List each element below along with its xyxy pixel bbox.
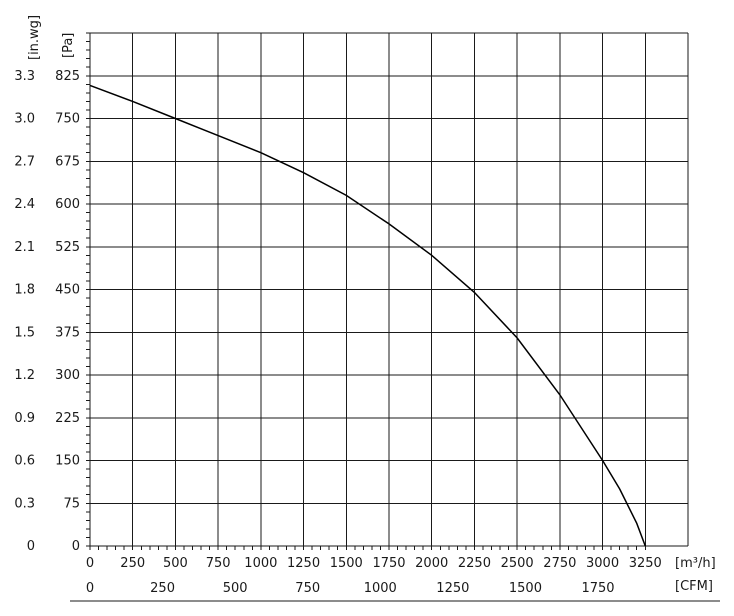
y-tick-label-inwg: 1.5 [14, 325, 35, 340]
x-tick-label-m3h: 750 [206, 556, 231, 571]
y-tick-label-inwg: 1.2 [14, 368, 35, 383]
x-tick-label-m3h: 1750 [372, 556, 405, 571]
x-tick-label-cfm: 500 [223, 581, 248, 596]
x-tick-label-m3h: 500 [163, 556, 188, 571]
y-tick-label-pa: 300 [55, 368, 80, 383]
series [89, 84, 647, 547]
x-tick-label-cfm: 0 [86, 581, 94, 596]
x-tick-label-m3h: 1250 [287, 556, 320, 571]
pressure-curve-series-0 [89, 84, 647, 547]
x-axis-unit-m3h: [m³/h] [675, 556, 716, 571]
y-tick-label-inwg: 2.4 [14, 197, 35, 212]
x-tick-label-m3h: 1500 [330, 556, 363, 571]
y-tick-label-pa: 750 [55, 112, 80, 127]
y-tick-label-pa: 675 [55, 154, 80, 169]
y-axis-unit-pa: [Pa] [61, 33, 76, 58]
x-tick-label-m3h: 0 [86, 556, 94, 571]
x-tick-label-m3h: 3250 [629, 556, 662, 571]
y-axis-unit-inwg: [in.wg] [27, 15, 42, 60]
x-tick-label-m3h: 2500 [501, 556, 534, 571]
x-tick-label-m3h: 2250 [458, 556, 491, 571]
x-tick-label-m3h: 250 [120, 556, 145, 571]
y-tick-label-pa: 375 [55, 325, 80, 340]
x-tick-label-m3h: 1000 [244, 556, 277, 571]
x-tick-label-cfm: 1500 [509, 581, 542, 596]
grid [89, 32, 689, 547]
y-tick-label-inwg: 0 [27, 539, 35, 554]
y-tick-labels: 0 0.3 0.6 0.9 1.2 1.5 1.8 2.1 2.4 2.7 3.0 3.3 0 75 150… [14, 69, 80, 554]
y-tick-label-pa: 150 [55, 454, 80, 469]
x-tick-label-m3h: 3000 [586, 556, 619, 571]
x-tick-label-cfm: 750 [295, 581, 320, 596]
y-tick-label-inwg: 3.0 [14, 112, 35, 127]
y-tick-label-pa: 450 [55, 283, 80, 298]
y-tick-label-inwg: 0.9 [14, 411, 35, 426]
x-tick-label-m3h: 2750 [543, 556, 576, 571]
y-tick-label-pa: 825 [55, 69, 80, 84]
x-tick-label-cfm: 1250 [436, 581, 469, 596]
y-tick-label-inwg: 3.3 [14, 69, 35, 84]
axes [70, 32, 720, 602]
x-axis-unit-cfm: [CFM] [675, 579, 713, 594]
x-tick-label-m3h: 2000 [415, 556, 448, 571]
x-tick-labels: 0 250 500 750 1000 1250 1500 1750 2000 2250 2500 27… [86, 556, 662, 596]
x-tick-label-cfm: 250 [150, 581, 175, 596]
y-tick-label-inwg: 2.7 [14, 154, 35, 169]
y-tick-label-pa: 600 [55, 197, 80, 212]
y-tick-label-inwg: 0.3 [14, 496, 35, 511]
y-tick-label-inwg: 0.6 [14, 454, 35, 469]
x-tick-label-cfm: 1000 [364, 581, 397, 596]
x-tick-label-cfm: 1750 [581, 581, 614, 596]
y-tick-label-pa: 525 [55, 240, 80, 255]
y-tick-label-pa: 75 [63, 496, 80, 511]
y-tick-label-inwg: 2.1 [14, 240, 35, 255]
y-tick-label-inwg: 1.8 [14, 283, 35, 298]
y-tick-label-pa: 0 [72, 539, 80, 554]
y-tick-label-pa: 225 [55, 411, 80, 426]
